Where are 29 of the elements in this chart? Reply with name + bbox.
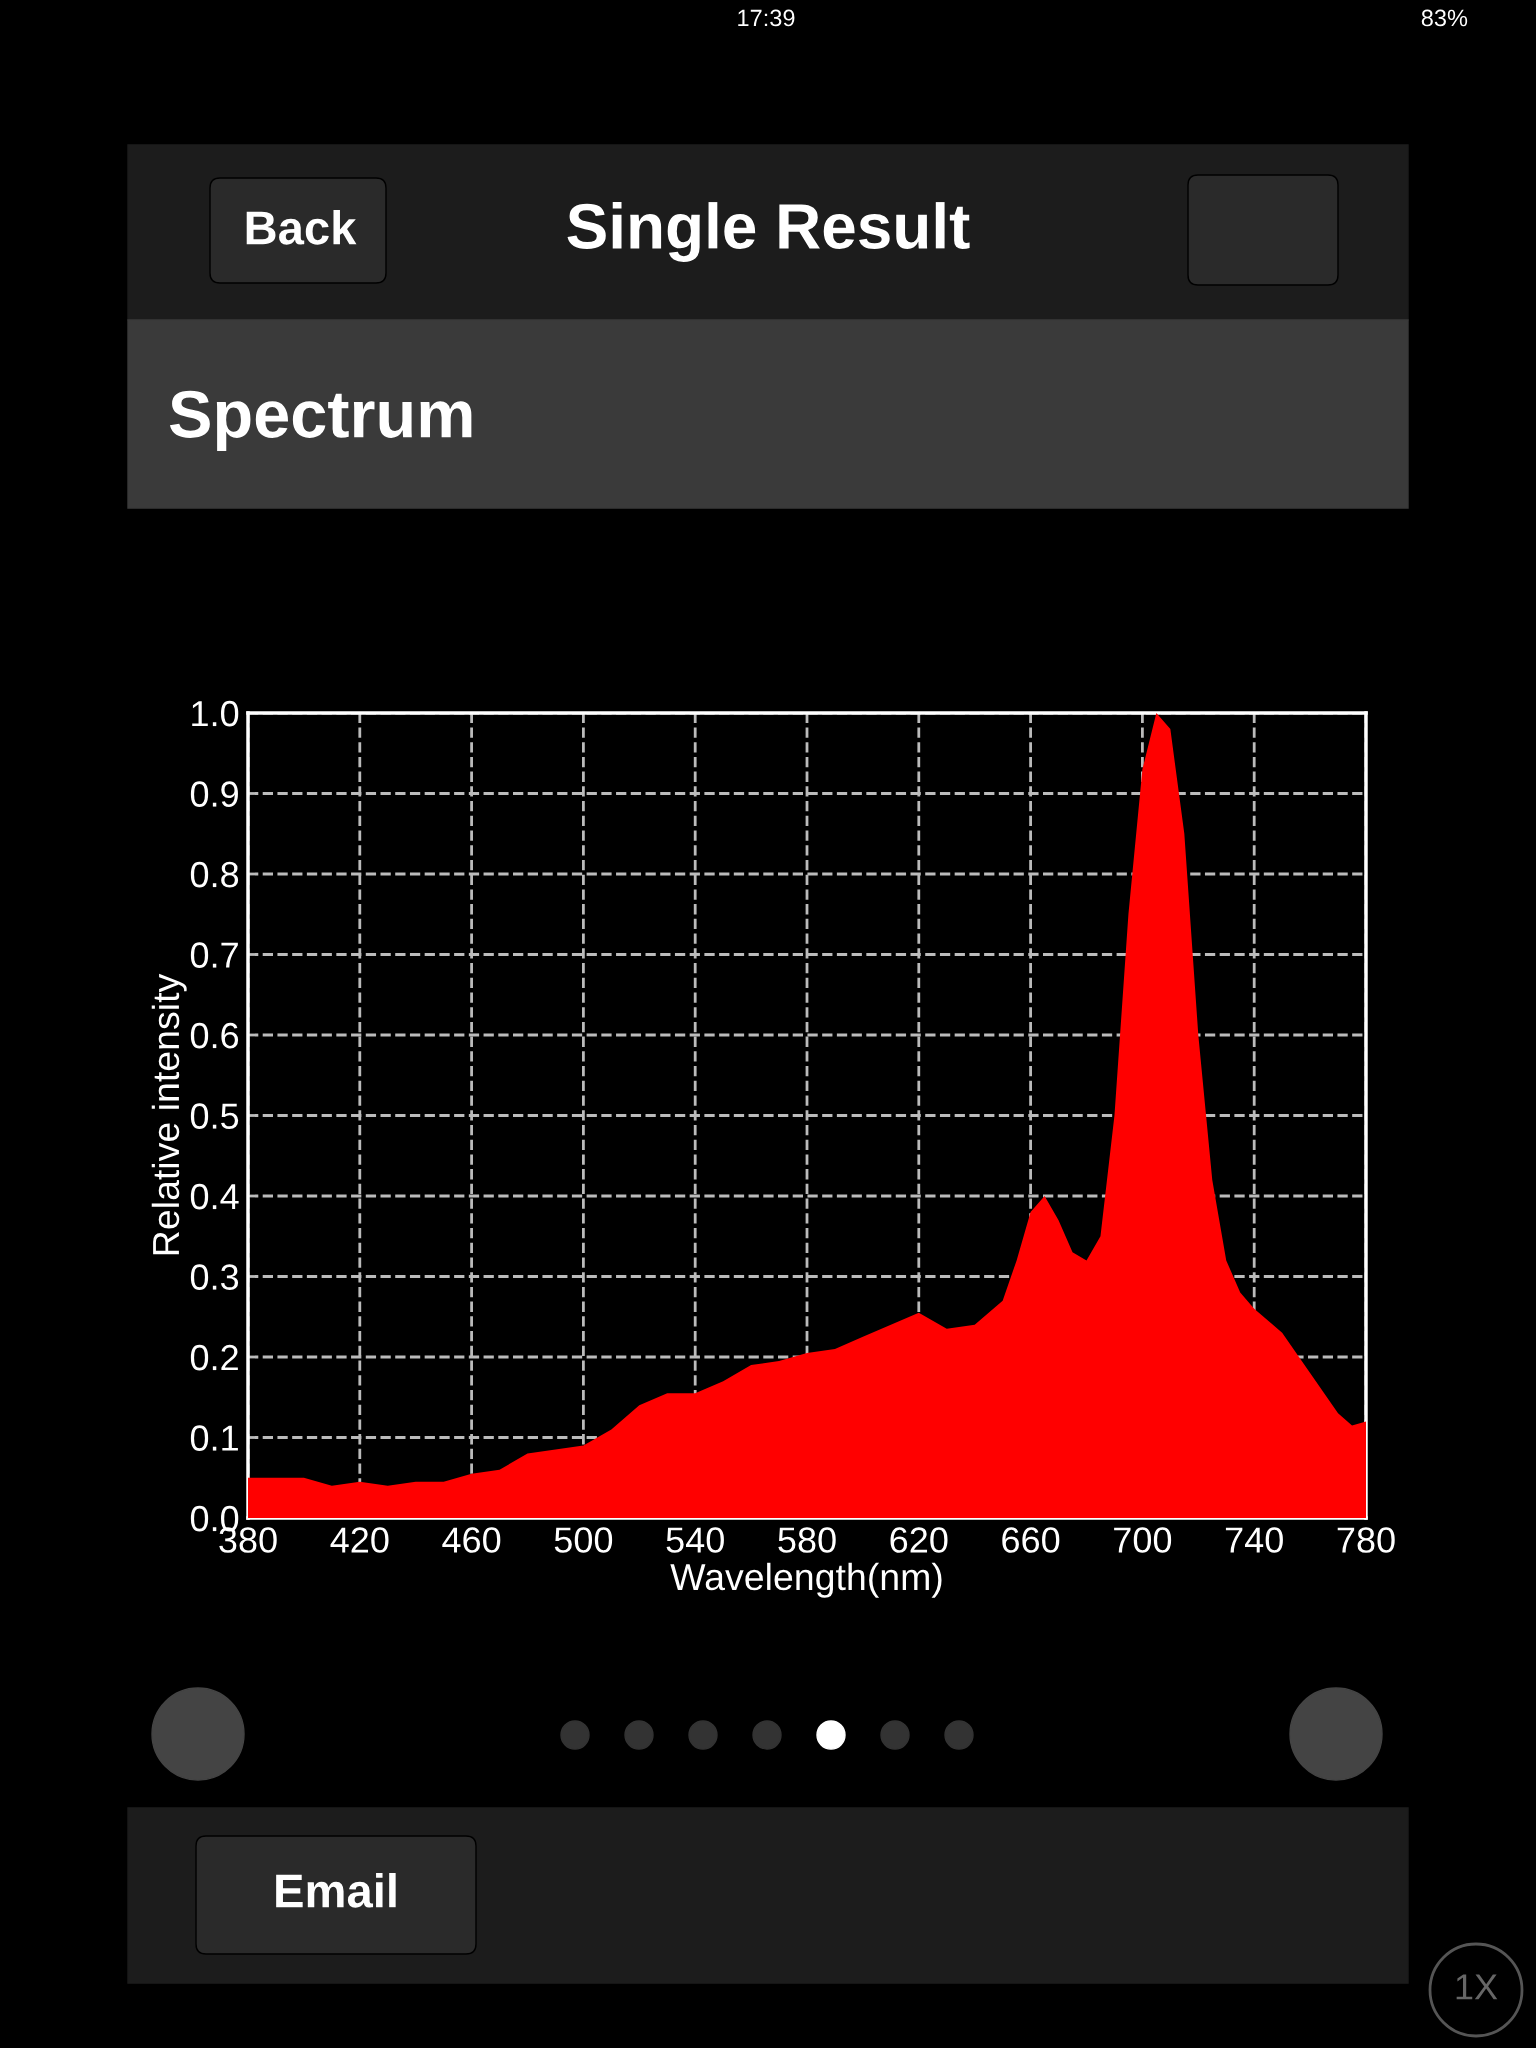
text: 17:39 [738,9,795,27]
text: 1X [1456,1974,1498,2000]
y-tick-label: 1.0 [192,700,239,727]
x-tick-label: 660 [1002,1527,1060,1553]
x-tick-label: 540 [666,1527,724,1553]
x-tick-label: 620 [890,1527,948,1553]
x-tick-label: 500 [554,1527,613,1553]
x-tick-label: 740 [1225,1527,1283,1553]
text: Email [276,1872,396,1908]
x-tick-label: 420 [330,1527,389,1553]
x-axis-title: Wavelength(nm) [670,1562,942,1598]
chart-title: Single Result [567,202,970,262]
x-tick-label: 460 [442,1527,501,1553]
y-tick-label: 0.2 [190,1344,238,1371]
y-tick-label: 0.5 [190,1103,239,1129]
y-tick-label: 0.7 [190,942,238,968]
x-tick-label: 780 [1337,1527,1395,1553]
text: Back [246,209,357,245]
y-tick-label: 0.6 [190,1022,239,1049]
x-tick-label: 700 [1114,1527,1172,1553]
y-tick-label: 0.3 [190,1264,239,1290]
y-tick-label: 0.1 [190,1425,238,1451]
chart-subtitle: Spectrum [169,390,472,452]
y-tick-label: 0.9 [190,781,238,807]
text: 83% [1421,9,1468,27]
y-axis-title: Relative intensity [151,973,187,1255]
x-tick-label: 580 [778,1527,836,1553]
y-tick-label: 0.4 [190,1183,239,1210]
y-tick-label: 0.8 [190,861,239,888]
